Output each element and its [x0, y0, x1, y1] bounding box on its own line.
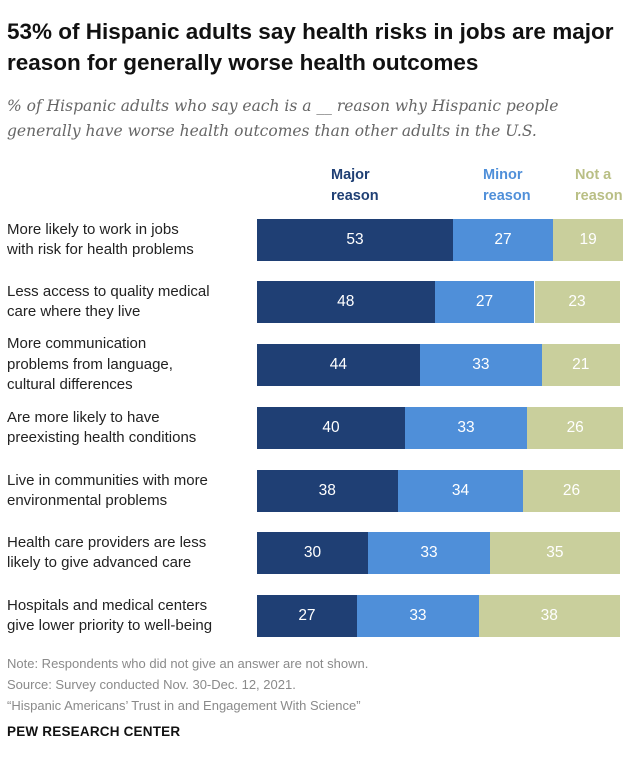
category-label-line: problems from language,	[7, 355, 173, 373]
bar-value-label: 30	[303, 544, 322, 561]
bar-segment-minor: 27	[453, 219, 553, 261]
chart-subtitle: % of Hispanic adults who say each is a _…	[7, 97, 559, 140]
bar-value-label: 26	[562, 482, 581, 499]
bar-segment-minor: 33	[419, 344, 542, 386]
legend-not-line2: reason	[575, 188, 623, 204]
bar-value-label: 48	[337, 293, 355, 310]
bar-segment-minor: 34	[397, 470, 524, 512]
legend-minor-line1: Minor	[483, 167, 523, 183]
bar-value-label: 27	[298, 607, 316, 624]
bar-segment-minor: 33	[368, 532, 491, 574]
bar-segment-not: 23	[534, 281, 620, 323]
legend-major: Major reason	[331, 165, 379, 207]
bar-value-label: 27	[475, 293, 494, 310]
bar-segment-major: 48	[257, 281, 435, 323]
category-label-line: with risk for health problems	[7, 241, 194, 258]
source-text: Source: Survey conducted Nov. 30-Dec. 12…	[7, 677, 296, 692]
bar-segment-not: 38	[479, 595, 620, 637]
bar-value-label: 40	[322, 419, 340, 436]
bar-segment-major: 38	[257, 470, 398, 512]
bar-value-label: 23	[568, 293, 586, 310]
bar-value-label: 38	[318, 482, 336, 499]
category-label: Live in communities with more environment…	[7, 471, 252, 512]
category-label-line: cultural differences	[7, 376, 133, 394]
bar-value-label: 33	[457, 419, 475, 436]
report-text: “Hispanic Americans’ Trust in and Engage…	[7, 698, 361, 713]
bar-value-label: 35	[546, 544, 564, 561]
bar-segment-major: 53	[257, 219, 454, 261]
bar-segment-not: 21	[541, 344, 620, 386]
bar-value-label: 26	[566, 419, 584, 436]
bar-segment-major: 44	[257, 344, 420, 386]
category-label-line: Less access to quality medical	[7, 282, 210, 300]
legend-minor-line2: reason	[483, 188, 531, 204]
category-label: More likely to work in jobs with risk for…	[7, 220, 252, 261]
legend-major-line2: reason	[331, 188, 379, 204]
bar-value-label: 27	[494, 231, 512, 248]
category-label: More communication problems from language…	[7, 334, 252, 396]
bar-segment-major: 30	[257, 532, 368, 574]
bar-segment-major: 40	[257, 407, 405, 449]
legend-major-line1: Major	[331, 167, 370, 183]
bar-value-label: 44	[329, 356, 348, 373]
chart-title: 53% of Hispanic adults say health risks …	[7, 19, 614, 75]
bar-segment-minor: 27	[434, 281, 535, 323]
category-label: Hospitals and medical centers give lower …	[7, 596, 252, 637]
legend-not: Not a reason	[575, 165, 623, 207]
category-label-line: Are more likely to have	[7, 408, 160, 426]
category-label-line: More communication	[7, 335, 147, 353]
bar-value-label: 33	[472, 356, 490, 373]
category-label-line: Live in communities with more	[7, 471, 208, 489]
category-label-line: care where they live	[7, 303, 141, 320]
bar-value-label: 19	[579, 231, 597, 248]
bar-value-label: 34	[451, 482, 470, 499]
category-label-line: Health care providers are less	[7, 533, 207, 551]
category-label-line: More likely to work in jobs	[7, 220, 179, 238]
bar-value-label: 53	[346, 231, 364, 248]
bar-value-label: 38	[540, 607, 558, 624]
bar-segment-not: 19	[553, 219, 624, 261]
category-label-line: Hospitals and medical centers	[7, 596, 208, 614]
bar-value-label: 21	[572, 356, 590, 373]
bar-segment-not: 26	[523, 470, 620, 512]
legend-not-line1: Not a	[575, 167, 612, 183]
bar-segment-minor: 33	[405, 407, 528, 449]
category-label-line: environmental problems	[7, 492, 168, 509]
category-label-line: preexisting health conditions	[7, 429, 197, 446]
bar-segment-minor: 33	[356, 595, 479, 637]
bar-segment-not: 26	[527, 407, 624, 449]
note-text: Note: Respondents who did not give an an…	[7, 656, 369, 671]
category-label-line: give lower priority to well-being	[7, 617, 213, 634]
brand-label: PEW RESEARCH CENTER	[7, 724, 181, 739]
category-label: Health care providers are less likely to …	[7, 533, 252, 574]
category-label: Less access to quality medical care where…	[7, 282, 252, 323]
category-label: Are more likely to have preexisting healt…	[7, 408, 252, 449]
bar-segment-major: 27	[257, 595, 357, 637]
category-label-line: likely to give advanced care	[7, 554, 192, 571]
bar-value-label: 33	[409, 607, 427, 624]
bar-segment-not: 35	[490, 532, 620, 574]
bar-value-label: 33	[420, 544, 438, 561]
legend-minor: Minor reason	[483, 165, 531, 207]
